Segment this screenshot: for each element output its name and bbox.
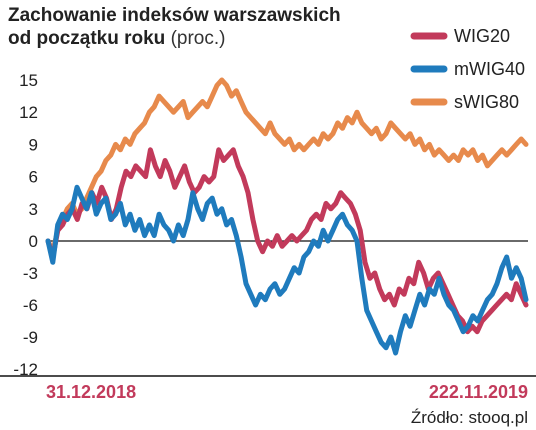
y-tick-label: 0 xyxy=(29,232,38,251)
chart-title-line1: Zachowanie indeksów warszawskich xyxy=(8,5,341,26)
series-line-wig20 xyxy=(45,147,529,335)
y-tick-label: 3 xyxy=(29,200,38,219)
chart-title: Zachowanie indeksów warszawskich od pocz… xyxy=(8,4,341,50)
series-layer xyxy=(45,77,529,356)
chart-title-line2: od początku roku (proc.) xyxy=(8,27,341,50)
y-tick-label: -6 xyxy=(23,296,38,315)
legend: WIG20 mWIG40 sWIG80 xyxy=(410,26,525,112)
y-tick-label: -3 xyxy=(23,264,38,283)
chart-title-unit: (proc.) xyxy=(170,28,226,49)
y-tick-label: 9 xyxy=(29,135,38,154)
y-tick-label: -9 xyxy=(23,328,38,347)
y-tick-label: 12 xyxy=(19,103,38,122)
x-axis-end-label: 222.11.2019 xyxy=(429,382,528,402)
source-note: Źródło: stooq.pl xyxy=(411,408,528,427)
series-line-mwig40 xyxy=(45,184,529,356)
y-tick-label: -12 xyxy=(13,360,38,379)
legend-label-mwig40: mWIG40 xyxy=(454,59,525,79)
y-tick-label: 15 xyxy=(19,71,38,90)
y-tick-label: 6 xyxy=(29,168,38,187)
chart-title-main: od początku roku xyxy=(8,28,166,49)
y-axis: 15 12 9 6 3 0 -3 -6 -9 -12 xyxy=(13,71,528,379)
series-line-swig80 xyxy=(45,77,529,255)
x-axis-start-label: 31.12.2018 xyxy=(46,382,136,402)
legend-label-wig20: WIG20 xyxy=(454,26,510,46)
legend-label-swig80: sWIG80 xyxy=(454,92,519,112)
